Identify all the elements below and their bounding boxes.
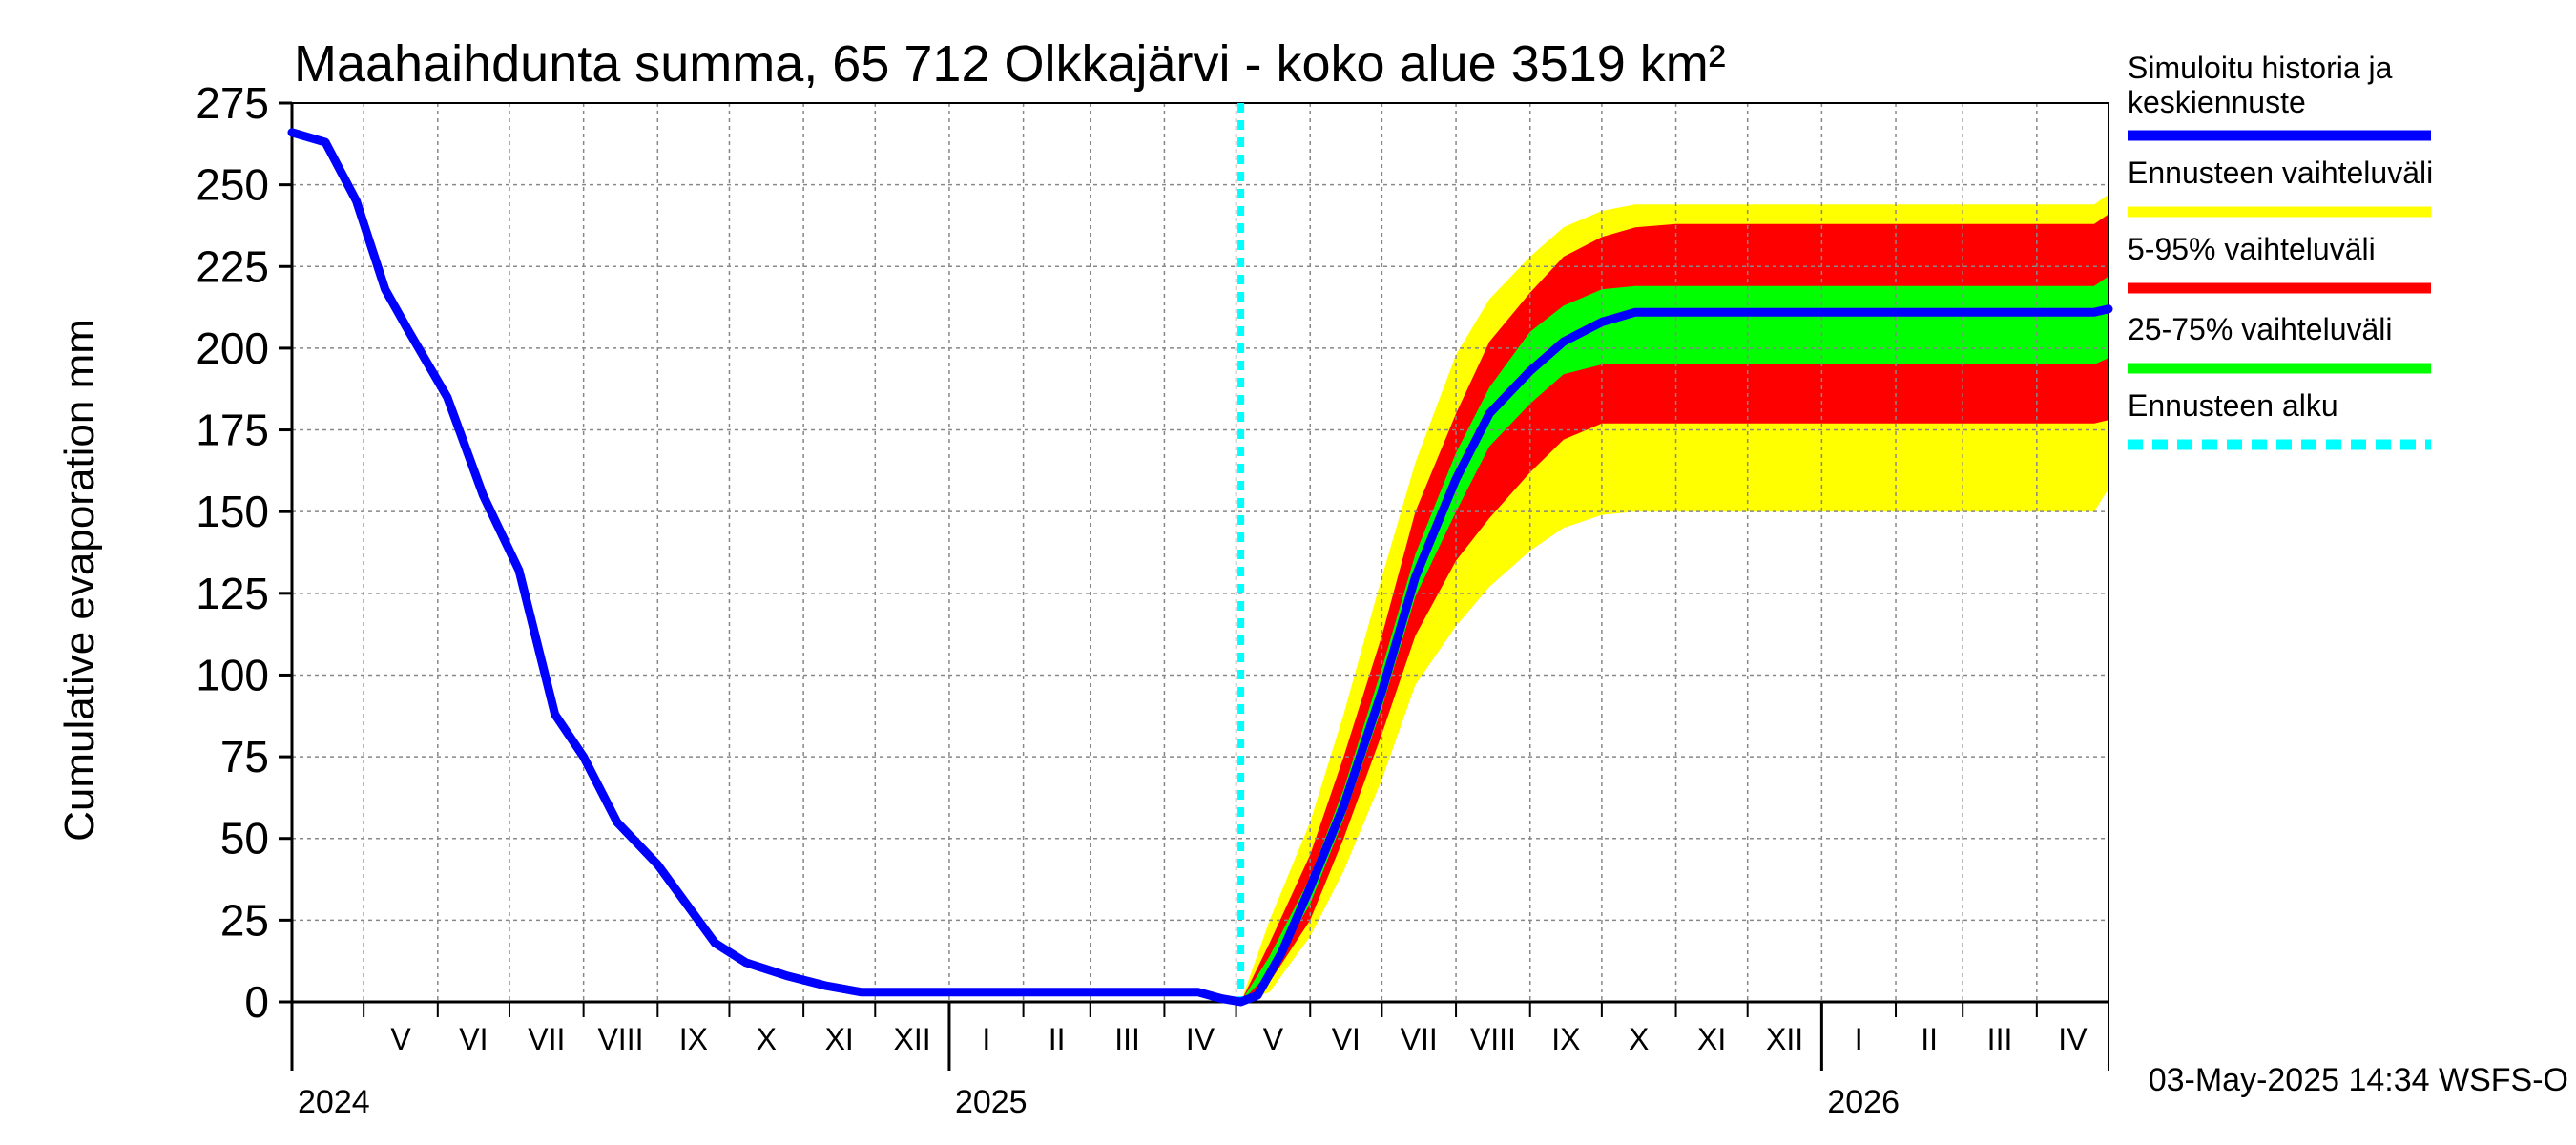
legend-item: 5-95% vaihteluväli xyxy=(2128,232,2431,294)
month-label: II xyxy=(1049,1022,1066,1056)
month-label: VIII xyxy=(1470,1022,1516,1056)
y-tick-label: 50 xyxy=(220,814,269,864)
y-tick-label: 25 xyxy=(220,895,269,945)
month-label: V xyxy=(1263,1022,1284,1056)
month-label: VII xyxy=(1401,1022,1438,1056)
band-2 xyxy=(1240,214,2109,1002)
month-label: IX xyxy=(1551,1022,1580,1056)
year-label: 2024 xyxy=(298,1084,370,1120)
legend-item: Ennusteen alku xyxy=(2128,388,2431,450)
y-tick-label: 75 xyxy=(220,732,269,781)
month-label: XI xyxy=(1697,1022,1726,1056)
month-label: XII xyxy=(1766,1022,1803,1056)
month-label: X xyxy=(1629,1022,1649,1056)
y-tick-label: 125 xyxy=(196,569,269,618)
legend-item: Ennusteen vaihteluväli xyxy=(2128,156,2433,218)
y-tick-label: 100 xyxy=(196,650,269,699)
footer-timestamp: 03-May-2025 14:34 WSFS-O xyxy=(2149,1062,2568,1098)
legend-label: Simuloitu historia ja xyxy=(2128,51,2393,85)
month-label: VIII xyxy=(597,1022,643,1056)
series-line-1 xyxy=(287,128,2113,1007)
band-3 xyxy=(1240,276,2109,1002)
month-label: XII xyxy=(894,1022,931,1056)
month-label: IV xyxy=(2058,1022,2088,1056)
y-tick-label: 250 xyxy=(196,160,269,210)
month-label: VI xyxy=(1332,1022,1361,1056)
month-label: X xyxy=(757,1022,777,1056)
y-tick-label: 225 xyxy=(196,241,269,291)
legend-label: Ennusteen vaihteluväli xyxy=(2128,156,2433,190)
y-tick-label: 275 xyxy=(196,78,269,128)
month-label: VI xyxy=(459,1022,488,1056)
month-label: V xyxy=(390,1022,411,1056)
month-label: III xyxy=(1987,1022,2013,1056)
y-tick-label: 200 xyxy=(196,323,269,373)
month-label: IV xyxy=(1186,1022,1215,1056)
legend-label: 5-95% vaihteluväli xyxy=(2128,232,2376,266)
y-tick-label: 175 xyxy=(196,406,269,455)
legend-item: 25-75% vaihteluväli xyxy=(2128,312,2431,374)
month-label: XI xyxy=(825,1022,854,1056)
legend-label: 25-75% vaihteluväli xyxy=(2128,312,2393,346)
y-tick-label: 150 xyxy=(196,487,269,536)
month-label: I xyxy=(982,1022,990,1056)
month-label: II xyxy=(1921,1022,1938,1056)
month-label: I xyxy=(1855,1022,1863,1056)
y-axis-label: Cumulative evaporation mm xyxy=(56,319,103,842)
chart-title: Maahaihdunta summa, 65 712 Olkkajärvi - … xyxy=(294,35,1726,93)
y-tick-label: 0 xyxy=(244,977,269,1027)
month-label: VII xyxy=(528,1022,565,1056)
year-label: 2026 xyxy=(1827,1084,1900,1120)
month-label: III xyxy=(1114,1022,1140,1056)
legend-label: keskiennuste xyxy=(2128,85,2306,119)
month-label: IX xyxy=(679,1022,708,1056)
legend-label: Ennusteen alku xyxy=(2128,388,2338,423)
year-label: 2025 xyxy=(955,1084,1028,1120)
